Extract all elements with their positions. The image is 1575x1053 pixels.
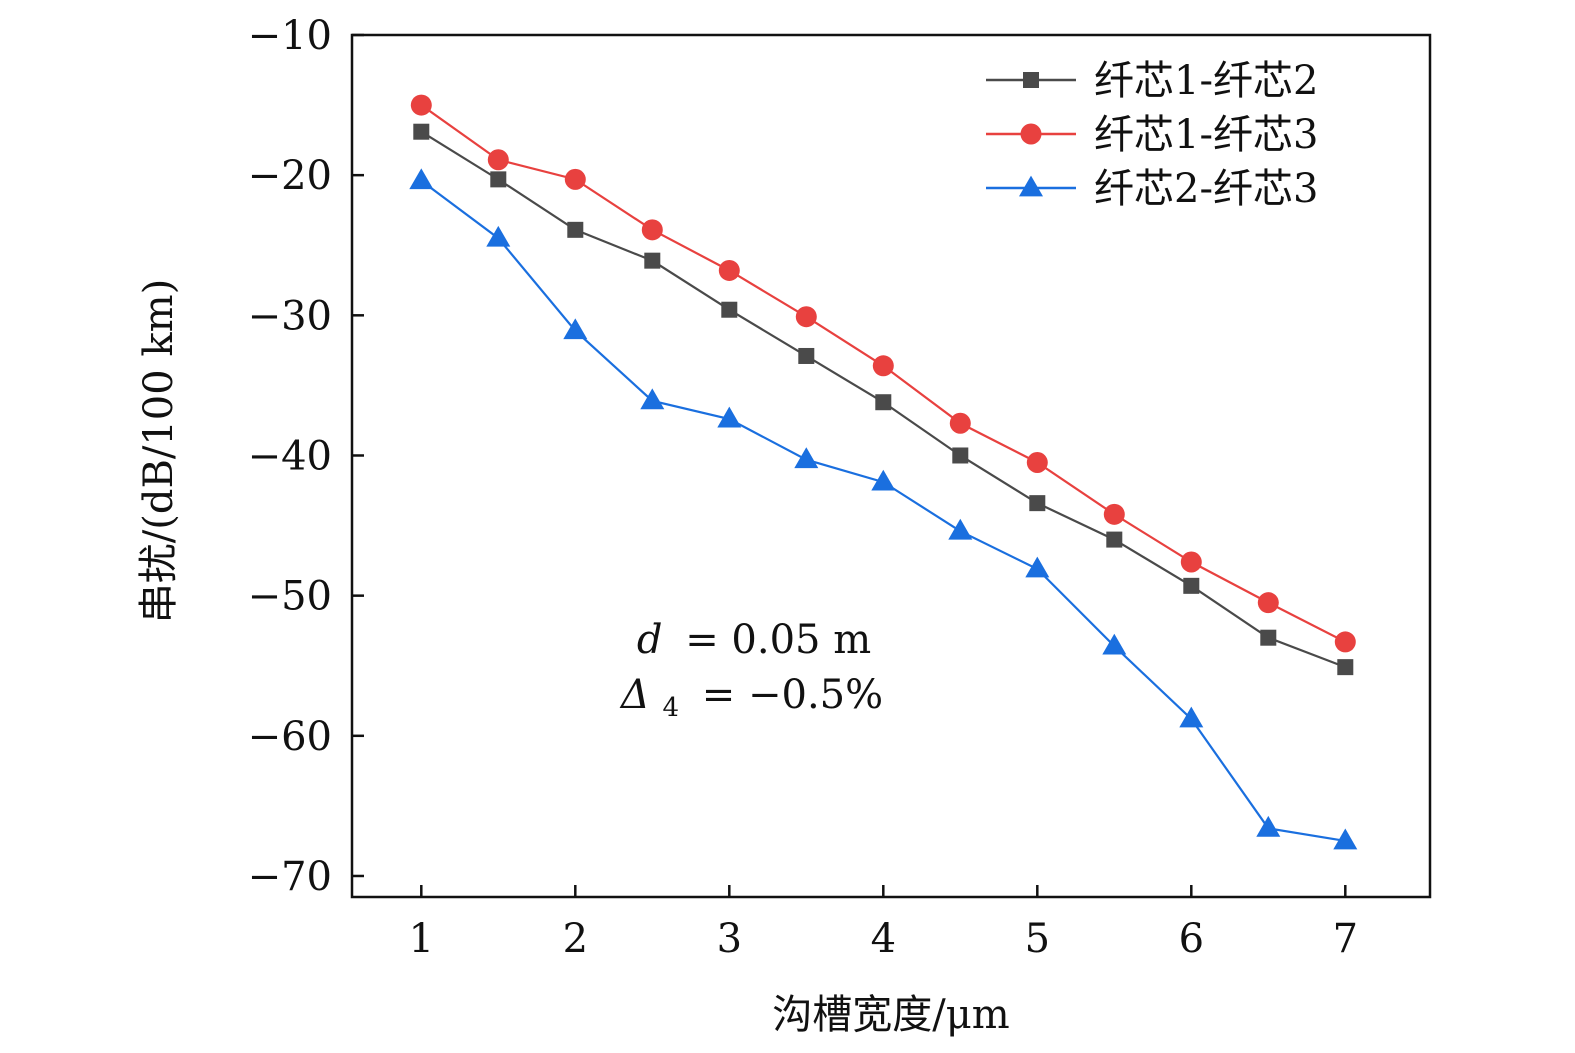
legend-marker [1020, 123, 1042, 145]
series-2 [410, 94, 1356, 653]
data-point [1106, 531, 1123, 548]
data-point [1029, 495, 1046, 512]
data-point [875, 394, 892, 411]
data-point [644, 252, 661, 269]
legend: 纤芯1-纤芯2 纤芯1-纤芯3 纤芯2-纤芯3 [986, 58, 1318, 212]
data-point [1026, 451, 1048, 473]
data-point [1183, 577, 1200, 594]
data-point [1337, 659, 1354, 676]
series-1 [413, 123, 1354, 676]
series-3 [409, 168, 1358, 850]
legend-label: 纤芯2-纤芯3 [1094, 166, 1318, 212]
y-tick-label: −10 [248, 13, 332, 59]
y-tick-label: −50 [248, 574, 332, 620]
legend-marker [1019, 175, 1043, 197]
data-point [721, 301, 738, 318]
x-tick-label: 4 [871, 916, 896, 962]
y-axis-title: 串扰/(dB/100 km) [136, 279, 182, 623]
data-point [1103, 503, 1125, 525]
y-tick-label: −40 [248, 433, 332, 479]
data-point [1102, 633, 1127, 655]
y-tick-label: −60 [248, 714, 332, 760]
y-tick-label: −70 [248, 854, 332, 900]
data-point [718, 259, 740, 281]
annotation-delta-value: = −0.5% [702, 672, 883, 718]
annotation-delta-subscript: 4 [662, 693, 679, 723]
series-line [420, 179, 1346, 843]
x-tick-label: 7 [1333, 916, 1358, 962]
annotation-d-variable: d [637, 617, 663, 663]
data-point [1260, 629, 1277, 646]
annotation-d: d = 0.05 m [637, 617, 871, 663]
data-point [640, 388, 665, 410]
data-point [564, 168, 586, 190]
x-axis-title: 沟槽宽度/μm [772, 992, 1009, 1038]
data-point [641, 219, 663, 241]
x-tick-label: 6 [1179, 916, 1204, 962]
data-point [487, 149, 509, 171]
annotation-delta: Δ 4 = −0.5% [619, 672, 883, 726]
y-tick-label: −20 [248, 153, 332, 199]
data-point [567, 221, 584, 238]
data-point [948, 518, 973, 540]
data-point [1333, 828, 1358, 850]
data-point [409, 168, 434, 190]
x-tick-label: 3 [717, 916, 742, 962]
data-point [872, 355, 894, 377]
data-point [413, 123, 430, 140]
data-point [1257, 592, 1279, 614]
data-point [794, 447, 819, 469]
x-tick-label: 1 [409, 916, 434, 962]
data-point [798, 347, 815, 364]
data-point [949, 412, 971, 434]
x-tick-label: 5 [1025, 916, 1050, 962]
series-layer [409, 94, 1358, 850]
legend-entry: 纤芯1-纤芯2 [986, 58, 1318, 104]
data-point [717, 406, 742, 428]
data-point [1256, 815, 1281, 837]
data-point [1025, 556, 1050, 578]
data-point [1180, 551, 1202, 573]
data-point [1334, 631, 1356, 653]
plot-frame [350, 33, 1432, 899]
annotation-d-value: = 0.05 m [685, 617, 871, 663]
data-point [952, 447, 969, 464]
data-point [1179, 706, 1204, 728]
data-point [563, 318, 588, 340]
x-tick-label: 2 [563, 916, 588, 962]
data-point [490, 171, 507, 188]
data-point [410, 94, 432, 116]
data-point [795, 306, 817, 328]
legend-entry: 纤芯2-纤芯3 [986, 166, 1318, 212]
data-point [486, 225, 511, 247]
y-axis: −10 −20 −30 −40 −50 −60 −70 [248, 13, 364, 900]
legend-marker [1023, 72, 1039, 88]
y-tick-label: −30 [248, 293, 332, 339]
legend-label: 纤芯1-纤芯3 [1094, 112, 1318, 158]
legend-entry: 纤芯1-纤芯3 [986, 112, 1318, 158]
legend-label: 纤芯1-纤芯2 [1094, 58, 1318, 104]
annotation-delta-symbol: Δ [619, 672, 650, 718]
data-point [871, 469, 896, 491]
x-axis: 1 2 3 4 5 6 7 [409, 885, 1358, 962]
